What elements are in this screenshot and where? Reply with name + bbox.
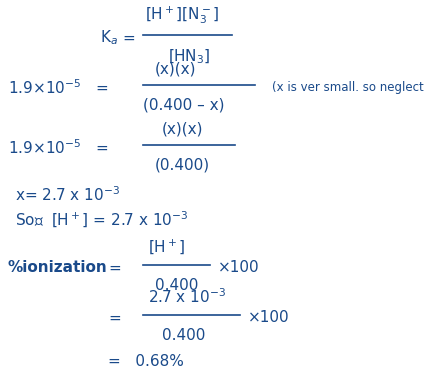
Text: 2.7 x 10$^{-3}$: 2.7 x 10$^{-3}$ [148,287,226,306]
Text: =   0.68%: = 0.68% [108,355,184,370]
Text: x= 2.7 x 10$^{-3}$: x= 2.7 x 10$^{-3}$ [15,186,120,205]
Text: [HN$_3$]: [HN$_3$] [167,48,210,66]
Text: K$_a$: K$_a$ [100,29,118,47]
Text: 1.9×10$^{-5}$: 1.9×10$^{-5}$ [8,79,81,97]
Text: %ionization: %ionization [8,260,107,275]
Text: [H$^+$]: [H$^+$] [148,237,185,256]
Text: 0.400: 0.400 [161,328,205,343]
Text: ×100: ×100 [248,311,289,326]
Text: 0.400: 0.400 [155,278,198,293]
Text: =: = [95,141,107,155]
Text: ×100: ×100 [218,260,259,275]
Text: 1.9×10$^{-5}$: 1.9×10$^{-5}$ [8,139,81,157]
Text: (x)(x): (x)(x) [155,61,196,76]
Text: (x is ver small. so neglect it): (x is ver small. so neglect it) [271,82,426,95]
Text: (0.400): (0.400) [155,158,210,173]
Text: So，  [H$^+$] = 2.7 x 10$^{-3}$: So， [H$^+$] = 2.7 x 10$^{-3}$ [15,210,188,230]
Text: =: = [108,260,121,275]
Text: =: = [108,311,121,326]
Text: =: = [122,31,135,46]
Text: =: = [95,80,107,95]
Text: [H$^+$][N$_3^-$]: [H$^+$][N$_3^-$] [145,4,219,26]
Text: (x)(x): (x)(x) [161,121,203,136]
Text: (0.400 – x): (0.400 – x) [143,98,224,113]
